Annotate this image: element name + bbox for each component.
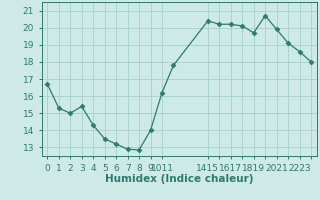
X-axis label: Humidex (Indice chaleur): Humidex (Indice chaleur): [105, 174, 253, 184]
